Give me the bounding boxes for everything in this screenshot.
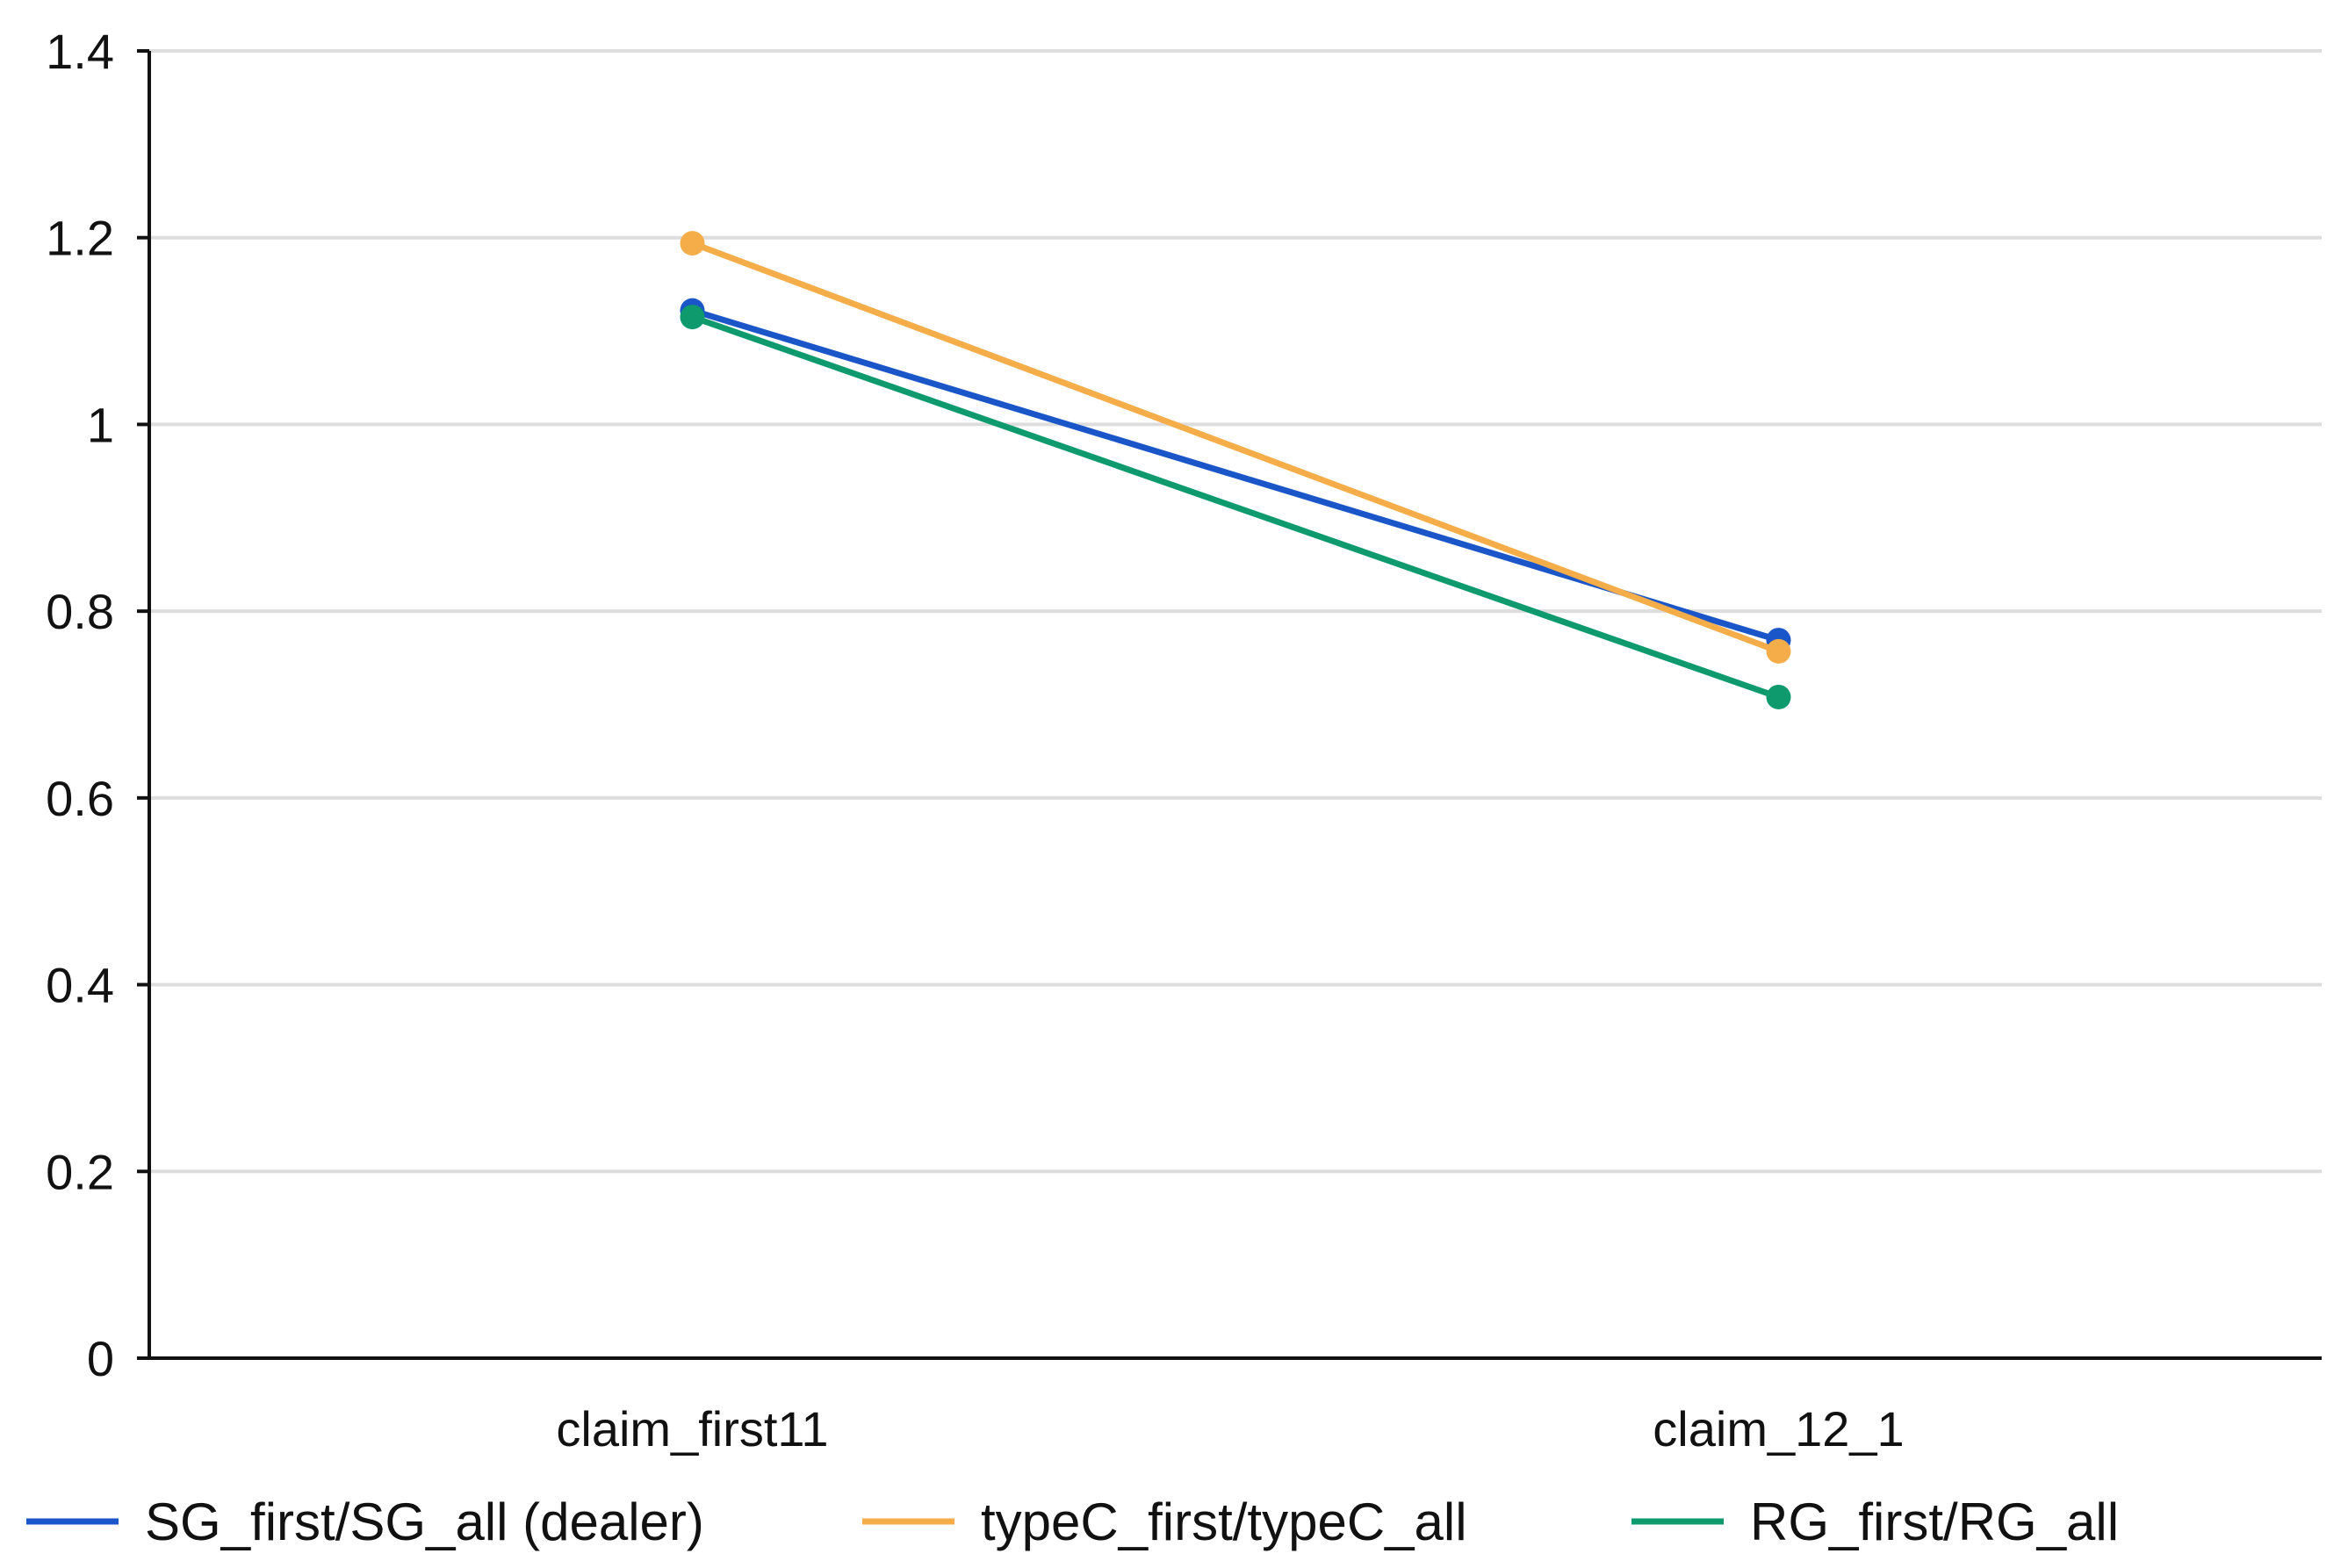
y-tick-label: 0.8 bbox=[46, 584, 114, 639]
legend: SG_first/SG_all (dealer) typeC_first/type… bbox=[26, 1492, 2119, 1551]
data-point bbox=[680, 305, 705, 330]
series-1 bbox=[680, 231, 1791, 664]
legend-label: typeC_first/typeC_all bbox=[981, 1492, 1467, 1551]
series-line bbox=[689, 313, 1782, 701]
data-point bbox=[680, 231, 705, 256]
y-tick-label: 1.2 bbox=[46, 211, 114, 266]
x-category-label: claim_12_1 bbox=[1653, 1401, 1904, 1457]
series-0 bbox=[680, 298, 1791, 653]
x-category-labels: claim_first11 claim_12_1 bbox=[556, 1401, 1904, 1457]
legend-item: SG_first/SG_all (dealer) bbox=[26, 1492, 704, 1551]
y-tick-label: 1 bbox=[87, 397, 114, 452]
gridlines bbox=[149, 49, 2322, 1174]
series-line bbox=[689, 240, 1782, 655]
y-tick-label: 0.4 bbox=[46, 958, 114, 1013]
legend-item: RG_first/RG_all bbox=[1631, 1492, 2119, 1551]
y-tick-label: 0 bbox=[87, 1331, 114, 1386]
y-tick-label: 1.4 bbox=[46, 24, 114, 79]
y-tick-label: 0.6 bbox=[46, 771, 114, 826]
data-point bbox=[1766, 684, 1791, 709]
axes bbox=[148, 51, 2322, 1360]
series bbox=[680, 231, 1791, 709]
y-tick-label: 0.2 bbox=[46, 1144, 114, 1199]
y-tick-labels: 0 0.2 0.4 0.6 0.8 1 1.2 1.4 bbox=[46, 24, 149, 1386]
legend-item: typeC_first/typeC_all bbox=[862, 1492, 1467, 1551]
series-2 bbox=[680, 305, 1791, 709]
legend-label: SG_first/SG_all (dealer) bbox=[145, 1492, 704, 1551]
legend-label: RG_first/RG_all bbox=[1750, 1492, 2119, 1551]
x-category-label: claim_first11 bbox=[556, 1401, 828, 1457]
data-point bbox=[1766, 638, 1791, 664]
